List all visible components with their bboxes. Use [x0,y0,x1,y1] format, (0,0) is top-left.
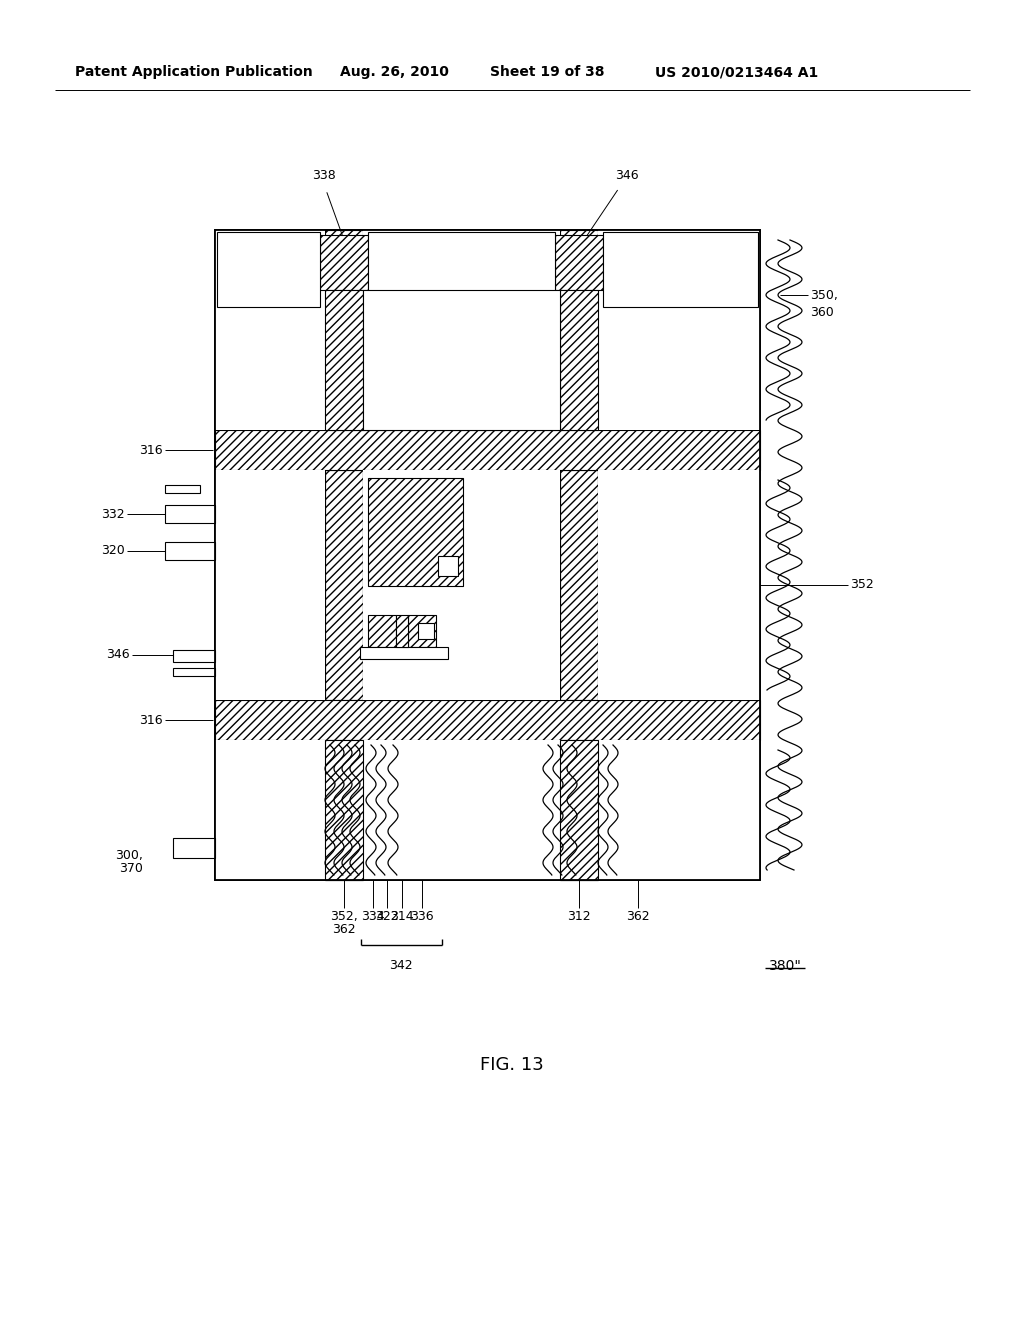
Text: 316: 316 [139,714,163,726]
Bar [165,484,200,492]
Text: Aug. 26, 2010: Aug. 26, 2010 [340,65,449,79]
Text: FIG. 13: FIG. 13 [480,1056,544,1074]
Bar [362,470,560,700]
Bar [215,230,760,880]
Bar [165,543,215,560]
Bar [215,470,325,700]
Bar [173,838,215,858]
Bar [555,235,603,290]
Text: Patent Application Publication: Patent Application Publication [75,65,312,79]
Text: 316: 316 [139,444,163,457]
Bar [319,235,368,290]
Text: 342: 342 [389,960,413,972]
Text: 370: 370 [119,862,143,874]
Text: 312: 312 [567,909,591,923]
Bar [215,741,760,880]
Bar [598,230,760,430]
Text: 314: 314 [390,909,414,923]
Bar [362,230,560,430]
Bar [173,649,215,663]
Text: Sheet 19 of 38: Sheet 19 of 38 [490,65,604,79]
Bar [215,230,325,430]
Bar [360,647,449,659]
Text: 340: 340 [408,408,432,421]
Bar [217,232,319,308]
Text: 300,: 300, [115,849,143,862]
Bar [598,470,760,700]
Text: 362: 362 [627,909,650,923]
Text: 334: 334 [361,909,385,923]
Bar [368,615,396,647]
Bar [418,623,434,639]
Bar [560,290,598,430]
Bar [438,556,458,576]
Bar [560,741,598,880]
Text: 332: 332 [101,507,125,520]
Bar [408,615,436,647]
Text: 322: 322 [375,909,398,923]
Text: US 2010/0213464 A1: US 2010/0213464 A1 [655,65,818,79]
Bar [325,290,362,430]
Bar [165,506,215,523]
Bar [215,430,760,470]
Bar [368,232,555,308]
Text: 346: 346 [615,169,639,182]
Text: 336: 336 [411,909,434,923]
Bar [560,230,598,880]
Text: 380": 380" [769,960,802,973]
Text: 346: 346 [106,648,130,661]
Text: 320: 320 [101,544,125,557]
Text: 350,: 350, [810,289,838,301]
Bar [362,290,560,430]
Bar [396,615,408,647]
Text: 352: 352 [850,578,873,591]
Bar [368,478,463,586]
Text: 338: 338 [312,169,336,182]
Bar [215,700,760,741]
Bar [603,232,758,308]
Bar [173,668,215,676]
Bar [325,230,362,880]
Bar [325,741,362,880]
Text: 352,: 352, [330,909,357,923]
Bar [215,230,760,880]
Text: 360: 360 [810,305,834,318]
Text: 362: 362 [332,923,355,936]
